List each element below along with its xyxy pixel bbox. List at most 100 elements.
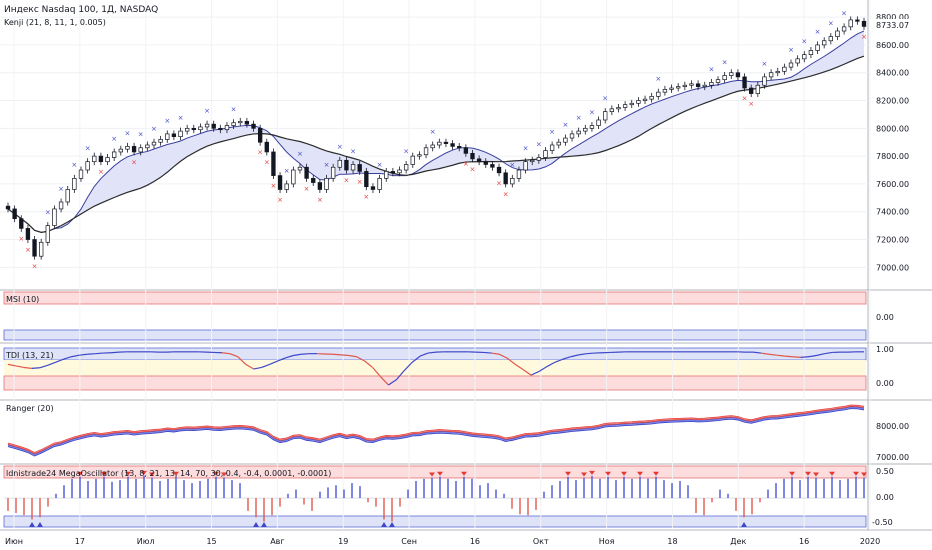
tdi-segment — [586, 352, 595, 355]
time-tick-label: Окт — [533, 537, 549, 546]
candle-body — [815, 44, 820, 51]
signal-marker-up: × — [297, 150, 303, 158]
candle-body — [709, 82, 714, 86]
candle-body — [12, 208, 17, 220]
osc-tick-label-bottom: -0.50 — [872, 518, 893, 527]
tdi-segment — [293, 353, 302, 357]
tdi-segment — [87, 353, 96, 355]
osc-bottom-marker — [381, 522, 387, 527]
signal-marker-down: × — [343, 177, 349, 185]
candle-body — [682, 84, 688, 87]
signal-marker-up: × — [231, 106, 237, 114]
candle-body — [822, 40, 827, 46]
signal-marker-up: × — [45, 209, 51, 217]
candle-body — [277, 175, 283, 190]
candle-body — [848, 19, 853, 28]
candle-body — [463, 147, 469, 154]
time-tick-label: 16 — [799, 537, 809, 546]
price-tick-label: 8600.00 — [876, 41, 909, 50]
candle-body — [835, 30, 840, 37]
signal-marker-down: × — [264, 158, 270, 166]
candle-body — [204, 123, 210, 128]
candle-body — [443, 141, 449, 144]
candle-body — [702, 84, 707, 87]
panel-title-oscillator[interactable]: ldnistrade24 MegaOscillator (13, 8, 21, … — [6, 469, 331, 478]
signal-marker-up: × — [71, 161, 77, 169]
panel-title-tdi[interactable]: TDI (13, 21) — [5, 351, 54, 360]
candles — [5, 16, 867, 260]
grid-lines — [0, 0, 871, 530]
candle-body — [795, 58, 800, 64]
osc-top-marker — [789, 471, 795, 476]
signal-marker-up: × — [430, 128, 436, 136]
last-price-box — [870, 19, 930, 31]
candle-body — [437, 141, 442, 146]
osc-bottom-marker — [389, 522, 395, 527]
tdi-segment — [530, 370, 540, 376]
price-tick-label: 8000.00 — [876, 124, 909, 133]
ranger-line — [7, 406, 865, 455]
price-tick-label: 7400.00 — [876, 208, 909, 217]
osc-tick-label-top: 0.50 — [876, 467, 894, 476]
candle-body — [589, 125, 595, 129]
candle-body — [430, 144, 435, 149]
indicator-label[interactable]: Kenji (21, 8, 11, 1, 0.005) — [4, 18, 106, 27]
candle-body — [828, 36, 833, 42]
candle-body — [855, 19, 860, 22]
osc-lower-zone — [3, 515, 867, 528]
panel-title-msi[interactable]: MSI (10) — [6, 295, 39, 304]
candle-body — [403, 164, 409, 171]
candle-body — [523, 161, 528, 171]
tdi-segment — [800, 356, 809, 358]
signal-marker-down: × — [357, 178, 363, 186]
candle-body — [768, 72, 774, 78]
signal-marker-down: × — [470, 165, 476, 173]
tdi-tick-label-bottom: 0.00 — [876, 379, 894, 388]
signal-marker-down: × — [304, 185, 310, 193]
tdi-segment — [546, 361, 556, 368]
candle-body — [317, 182, 323, 190]
candle-body — [165, 133, 170, 140]
signal-marker-down: × — [257, 149, 263, 157]
time-tick-label: Июл — [137, 537, 155, 546]
candle-body — [257, 127, 263, 143]
tdi-segment — [285, 354, 294, 359]
signal-marker-up: × — [562, 121, 568, 129]
signal-marker-up: × — [58, 185, 64, 193]
candle-body — [151, 141, 157, 146]
candle-body — [58, 201, 64, 210]
candle-body — [178, 130, 183, 138]
signal-marker-up: × — [178, 114, 184, 122]
tdi-line — [7, 351, 864, 386]
signal-marker-up: × — [655, 75, 661, 83]
candle-body — [516, 169, 522, 179]
ranger-line — [7, 408, 865, 457]
candle-body — [198, 126, 203, 131]
oscillator-histogram — [4, 470, 867, 527]
candle-body — [576, 130, 581, 135]
tdi-segment — [31, 367, 40, 369]
ranger-tick-label-bottom: 7000.00 — [876, 453, 909, 462]
candle-body — [304, 166, 309, 179]
candle-body — [92, 155, 97, 163]
candle-body — [609, 108, 615, 112]
candle-body — [350, 164, 356, 171]
panel-title-ranger[interactable]: Ranger (20) — [6, 404, 54, 413]
tdi-segment — [63, 356, 72, 360]
msi-oversold-zone — [3, 329, 867, 341]
osc-upper-zone — [3, 465, 867, 479]
tdi-segment — [483, 351, 492, 354]
osc-top-marker — [653, 471, 659, 476]
tdi-segment — [395, 370, 405, 381]
signal-marker-up: × — [377, 161, 383, 169]
candle-body — [530, 159, 535, 163]
last-price-tag: 8733.07 — [870, 19, 930, 31]
candle-body — [297, 166, 303, 171]
tdi-segment — [578, 353, 587, 356]
tdi-segment — [499, 353, 508, 359]
osc-top-marker — [813, 472, 819, 477]
candle-body — [722, 75, 727, 81]
signal-marker-up: × — [164, 117, 170, 125]
